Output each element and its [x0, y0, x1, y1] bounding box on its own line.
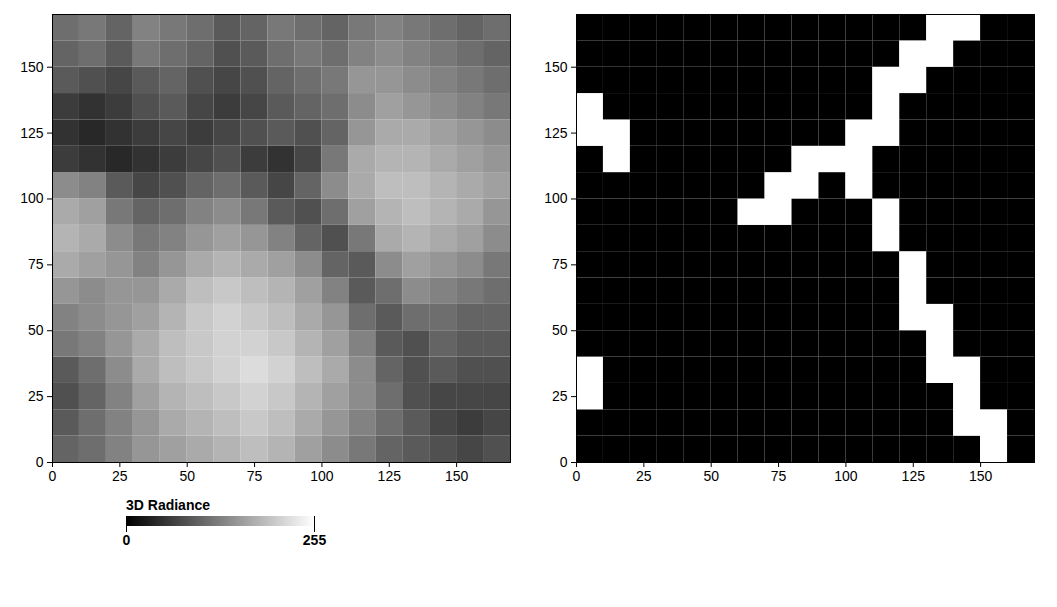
svg-text:150: 150 — [20, 59, 44, 75]
svg-text:25: 25 — [112, 468, 128, 484]
svg-text:125: 125 — [378, 468, 402, 484]
svg-text:125: 125 — [20, 125, 44, 141]
svg-text:125: 125 — [902, 468, 926, 484]
svg-text:100: 100 — [834, 468, 858, 484]
svg-text:50: 50 — [179, 468, 195, 484]
svg-text:150: 150 — [544, 59, 568, 75]
svg-text:25: 25 — [28, 388, 44, 404]
svg-text:100: 100 — [20, 190, 44, 206]
svg-text:0: 0 — [560, 454, 568, 470]
svg-text:25: 25 — [552, 388, 568, 404]
svg-text:75: 75 — [247, 468, 263, 484]
svg-text:0: 0 — [123, 532, 131, 548]
svg-text:3D Radiance: 3D Radiance — [126, 497, 210, 513]
svg-text:100: 100 — [544, 190, 568, 206]
svg-text:50: 50 — [552, 322, 568, 338]
svg-text:25: 25 — [636, 468, 652, 484]
svg-text:75: 75 — [552, 256, 568, 272]
svg-text:75: 75 — [28, 256, 44, 272]
svg-text:50: 50 — [28, 322, 44, 338]
svg-text:100: 100 — [310, 468, 334, 484]
svg-text:0: 0 — [49, 468, 57, 484]
svg-text:125: 125 — [544, 125, 568, 141]
svg-text:0: 0 — [573, 468, 581, 484]
svg-text:0: 0 — [36, 454, 44, 470]
svg-text:150: 150 — [969, 468, 993, 484]
svg-text:150: 150 — [445, 468, 469, 484]
svg-text:75: 75 — [771, 468, 787, 484]
svg-text:50: 50 — [703, 468, 719, 484]
svg-text:255: 255 — [303, 532, 327, 548]
